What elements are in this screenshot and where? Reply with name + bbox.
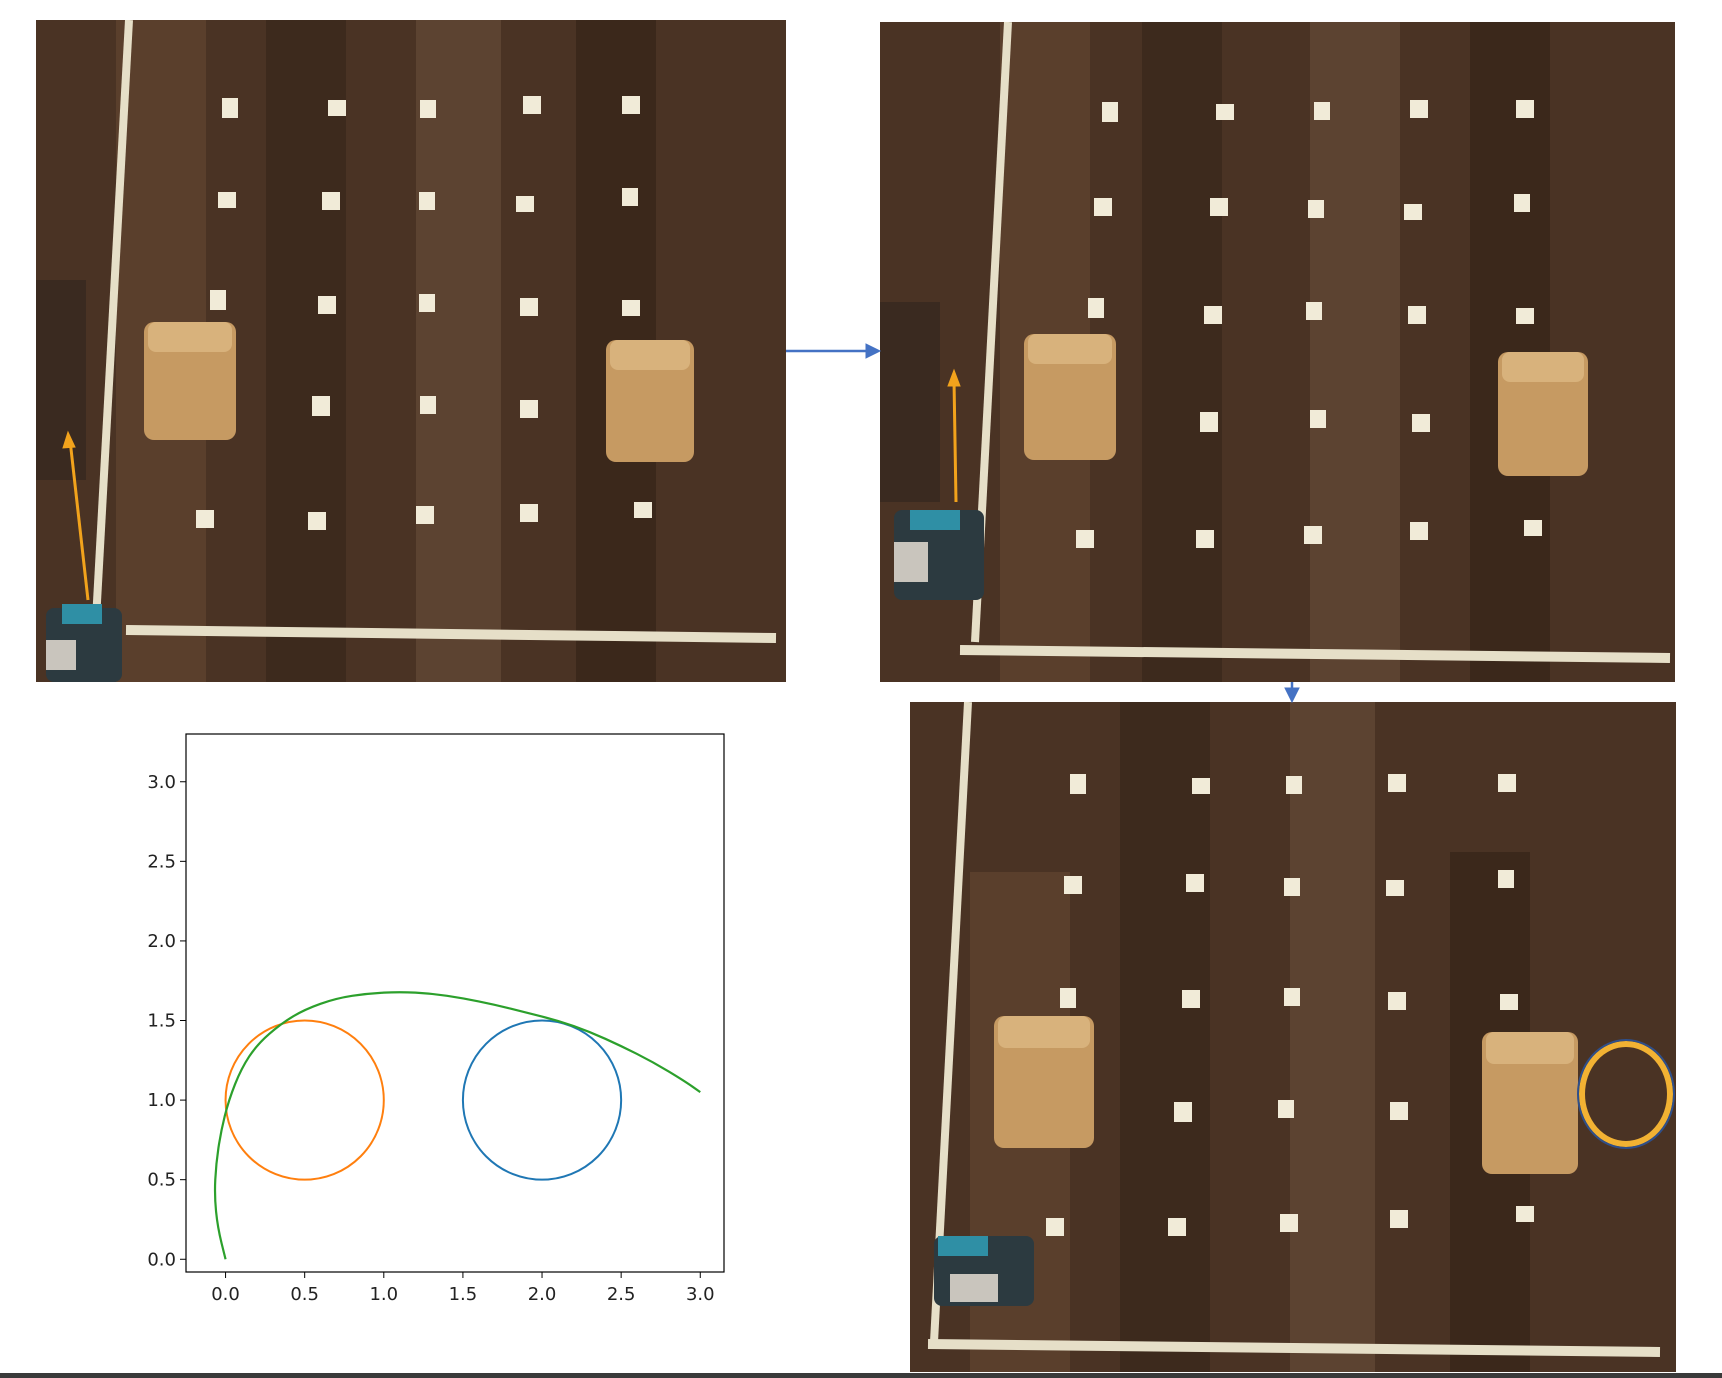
photo-panel-end <box>910 702 1676 1372</box>
floor-scene <box>910 702 1676 1372</box>
target-highlight-circle <box>1579 1041 1673 1147</box>
y-tick-label: 0.5 <box>147 1170 176 1191</box>
y-tick-label: 1.5 <box>147 1011 176 1032</box>
y-tick-label: 0.0 <box>147 1249 176 1270</box>
tape-markers <box>1046 774 1534 1236</box>
y-tick-label: 3.0 <box>147 772 176 793</box>
photo-panel-start <box>36 20 786 682</box>
tape-markers <box>1076 100 1542 548</box>
obstacle-circle-1 <box>224 1019 385 1181</box>
cork-block-right <box>606 340 694 462</box>
tape-line-horizontal <box>959 645 1671 663</box>
trajectory-line <box>213 991 701 1260</box>
obstacle-circle-2 <box>461 1019 623 1181</box>
photo-panel-middle <box>880 22 1675 682</box>
x-tick-label: 1.5 <box>449 1284 478 1305</box>
x-tick-label: 2.5 <box>607 1284 636 1305</box>
cork-block-left <box>994 1016 1094 1148</box>
flow-arrow-down <box>1284 682 1300 704</box>
cork-block-right <box>1498 352 1588 476</box>
y-tick-label: 2.5 <box>147 851 176 872</box>
floor-scene <box>880 22 1675 682</box>
y-tick-label: 1.0 <box>147 1090 176 1111</box>
plot-frame <box>185 733 725 1273</box>
robot <box>934 1236 1034 1306</box>
plot-canvas: 0.0 0.5 1.0 1.5 2.0 2.5 3.0 0.0 0.5 1.0 1.5 2.0 2.5 3… <box>147 733 725 1305</box>
tape-line-vertical <box>930 702 972 1343</box>
robot <box>46 604 122 682</box>
x-tick-label: 0.0 <box>211 1284 240 1305</box>
cork-block-left <box>144 322 236 440</box>
tape-line-horizontal <box>927 1339 1661 1357</box>
x-tick-label: 3.0 <box>686 1284 715 1305</box>
x-tick-label: 2.0 <box>528 1284 557 1305</box>
heading-arrow <box>62 430 90 601</box>
cork-block-right <box>1482 1032 1578 1174</box>
tape-line-vertical <box>92 20 133 621</box>
y-tick-label: 2.0 <box>147 931 176 952</box>
cork-block-left <box>1024 334 1116 460</box>
robot <box>894 510 984 600</box>
bottom-edge-bar <box>0 1373 1722 1378</box>
floor-scene <box>36 20 786 682</box>
flow-arrow-right <box>786 343 882 359</box>
x-tick-label: 0.5 <box>290 1284 319 1305</box>
tape-line-horizontal <box>125 625 777 643</box>
trajectory-plot: 0.0 0.5 1.0 1.5 2.0 2.5 3.0 0.0 0.5 1.0 1.5 2.0 2.5 3… <box>120 718 740 1318</box>
tape-markers <box>196 96 652 530</box>
x-tick-label: 1.0 <box>369 1284 398 1305</box>
heading-arrow <box>947 368 961 503</box>
